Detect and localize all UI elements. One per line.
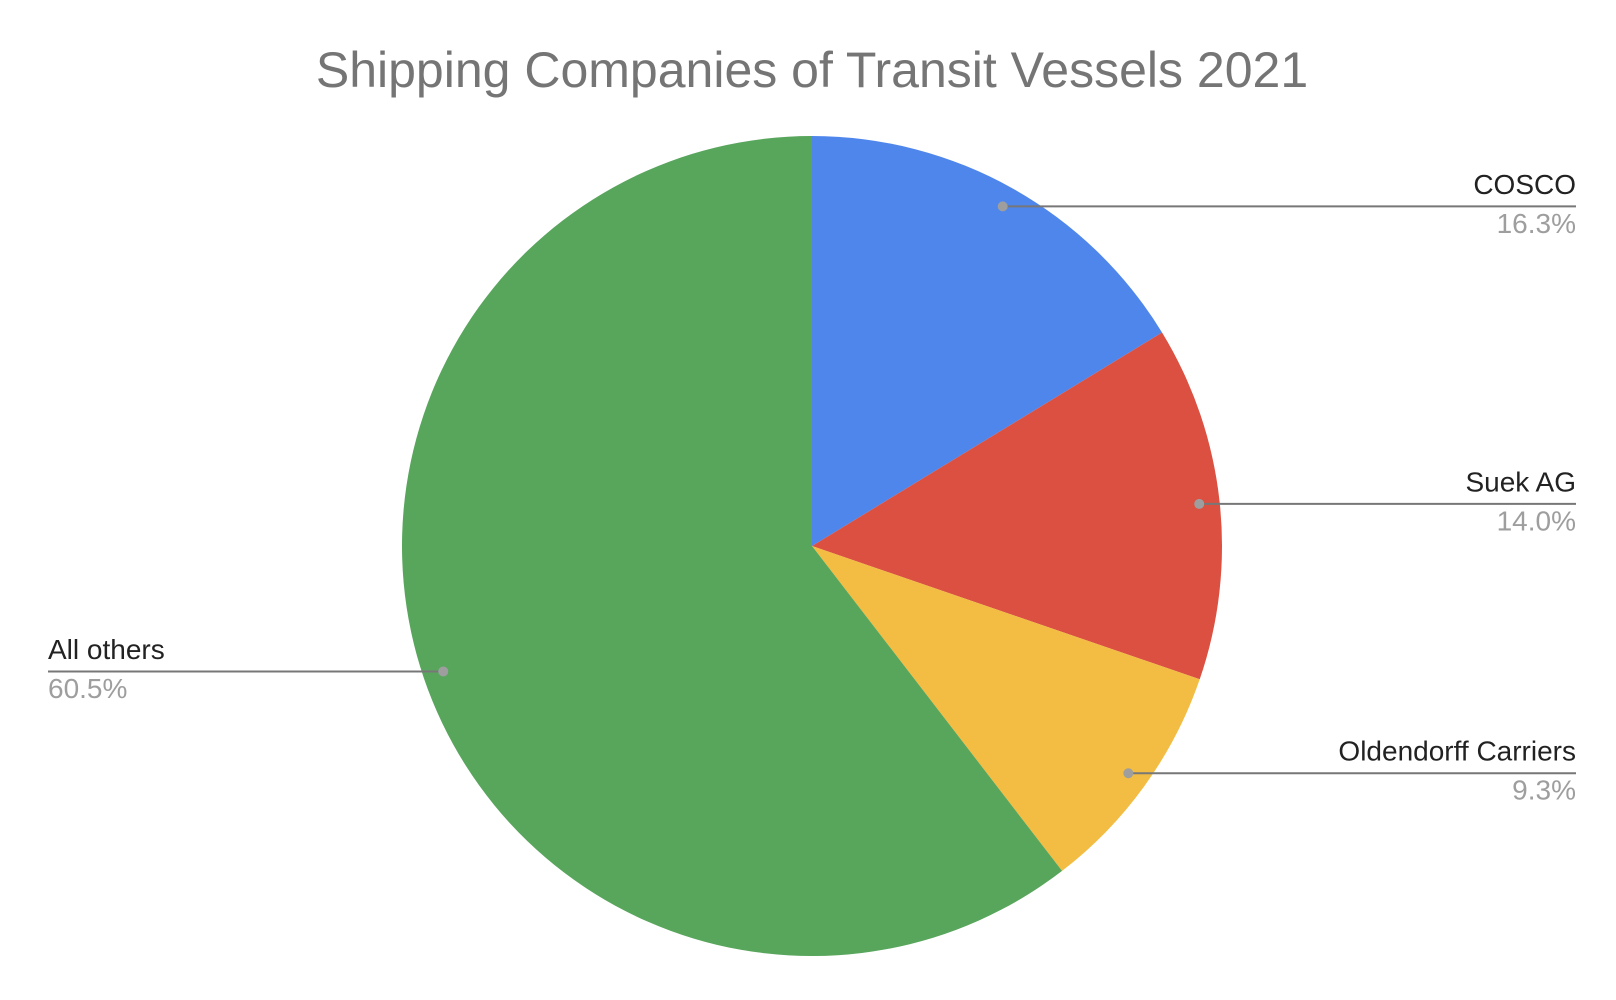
slice-value-label: 60.5% xyxy=(48,673,127,704)
chart-title: Shipping Companies of Transit Vessels 20… xyxy=(316,42,1308,98)
leader-dot xyxy=(1194,498,1205,509)
pie-slice xyxy=(812,546,1200,871)
pie-slice xyxy=(401,136,1063,956)
leader-dot xyxy=(1123,768,1134,779)
slice-label: Oldendorff Carriers xyxy=(1338,736,1576,767)
pie-slice xyxy=(812,136,1163,546)
slice-value-label: 9.3% xyxy=(1512,775,1576,806)
slice-value-label: 14.0% xyxy=(1497,505,1576,536)
slice-label: Suek AG xyxy=(1465,466,1576,497)
leader-dot xyxy=(438,666,449,677)
slice-label: COSCO xyxy=(1473,169,1576,200)
pie-slice xyxy=(812,332,1222,680)
leader-dot xyxy=(997,201,1008,212)
slice-value-label: 16.3% xyxy=(1497,208,1576,239)
slice-label: All others xyxy=(48,634,165,665)
